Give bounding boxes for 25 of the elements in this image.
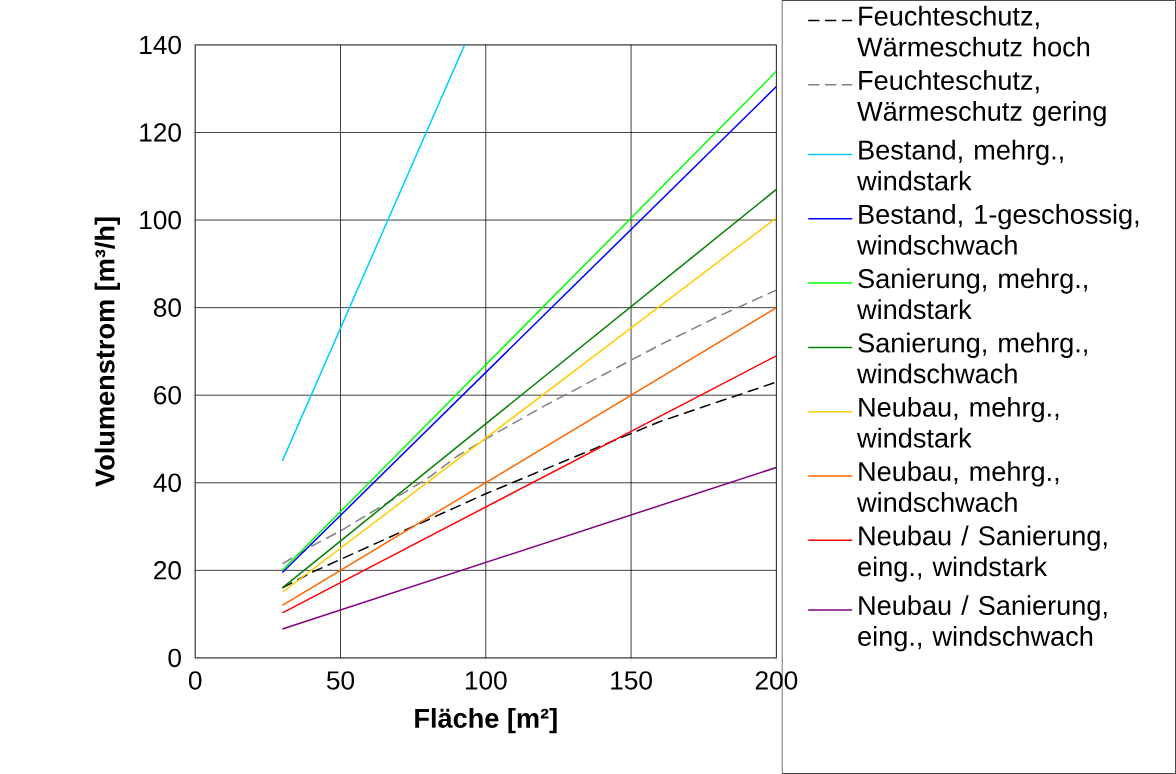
legend-label: Neubau / Sanierung, eing., windstark [858,525,1107,582]
legend-label: Neubau, mehrg., windstark [857,396,1059,448]
x-tick-label: 0 [188,671,202,690]
y-tick-label: 80 [153,298,181,317]
legend-label: Sanierung, mehrg., windschwach [857,332,1087,384]
legend-label: Sanierung, mehrg., windstark [857,268,1087,320]
legend-label: Neubau / Sanierung, eing., windschwach [858,595,1107,652]
y-tick-label: 100 [140,210,181,230]
y-tick-label: 40 [153,473,181,493]
x-tick-label: 100 [465,671,507,690]
y-tick-label: 120 [140,123,181,142]
y-axis-title: Volumenstrom [m³/h] [94,217,120,487]
x-tick-label: 150 [611,671,652,690]
x-axis-title: Fläche [m²] [415,707,557,734]
legend-label: Feuchteschutz, Wärmeschutz gering [857,70,1106,127]
y-tick-label: 140 [140,35,181,55]
legend-label: Neubau, mehrg., windschwach [857,461,1059,513]
legend-label: Feuchteschutz, Wärmeschutz hoch [857,5,1090,57]
legend-label: Bestand, mehrg., windstark [857,139,1063,191]
x-tick-label: 50 [326,671,355,690]
y-tick-label: 60 [154,385,181,405]
y-tick-label: 0 [168,648,181,668]
legend-label: Bestand, 1-geschossig, windschwach [857,204,1139,255]
y-tick-label: 20 [154,561,181,580]
x-tick-label: 200 [755,671,798,690]
